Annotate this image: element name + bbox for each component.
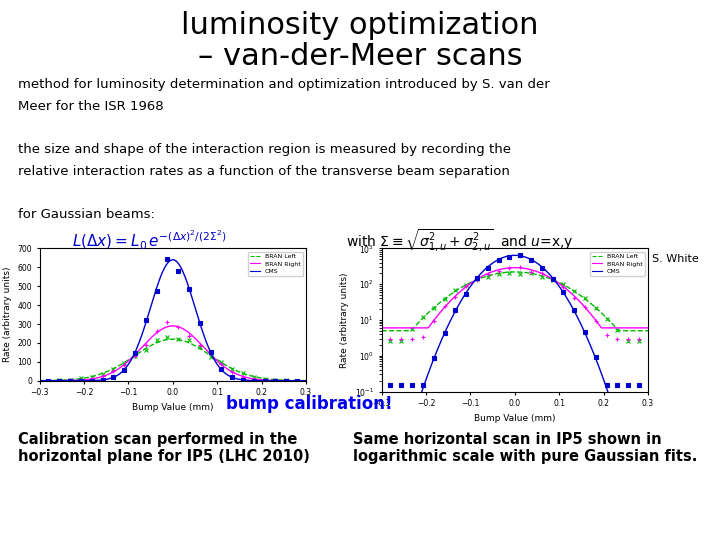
Text: with $\Sigma \equiv \sqrt{\sigma^2_{1,u} + \sigma^2_{2,u}}$  and $u$=x,y: with $\Sigma \equiv \sqrt{\sigma^2_{1,u}… <box>346 228 573 254</box>
Text: the size and shape of the interaction region is measured by recording the: the size and shape of the interaction re… <box>18 143 511 156</box>
Text: method for luminosity determination and optimization introduced by S. van der: method for luminosity determination and … <box>18 78 550 91</box>
Legend: BRAN Left, BRAN Right, CMS: BRAN Left, BRAN Right, CMS <box>590 252 645 276</box>
Text: – van-der-Meer scans: – van-der-Meer scans <box>198 42 522 71</box>
Legend: BRAN Left, BRAN Right, CMS: BRAN Left, BRAN Right, CMS <box>248 252 303 276</box>
Text: bump calibration!: bump calibration! <box>226 395 393 413</box>
Text: Same horizontal scan in IP5 shown in
logarithmic scale with pure Gaussian fits.: Same horizontal scan in IP5 shown in log… <box>353 432 697 464</box>
Text: for Gaussian beams:: for Gaussian beams: <box>18 208 155 221</box>
X-axis label: Bump Value (mm): Bump Value (mm) <box>474 414 556 423</box>
Y-axis label: Rate (arbitrary units): Rate (arbitrary units) <box>341 272 349 368</box>
Text: relative interaction rates as a function of the transverse beam separation: relative interaction rates as a function… <box>18 165 510 178</box>
X-axis label: Bump Value (mm): Bump Value (mm) <box>132 403 214 412</box>
Text: Meer for the ISR 1968: Meer for the ISR 1968 <box>18 100 163 113</box>
Y-axis label: Rate (arbitrary units): Rate (arbitrary units) <box>3 267 12 362</box>
Text: luminosity optimization: luminosity optimization <box>181 11 539 40</box>
Text: $L(\Delta x) = L_0\,e^{-(\Delta x)^2/(2\Sigma^2)}$: $L(\Delta x) = L_0\,e^{-(\Delta x)^2/(2\… <box>72 228 227 251</box>
Text: Calibration scan performed in the
horizontal plane for IP5 (LHC 2010): Calibration scan performed in the horizo… <box>18 432 310 464</box>
Text: S. White: S. White <box>652 254 699 264</box>
